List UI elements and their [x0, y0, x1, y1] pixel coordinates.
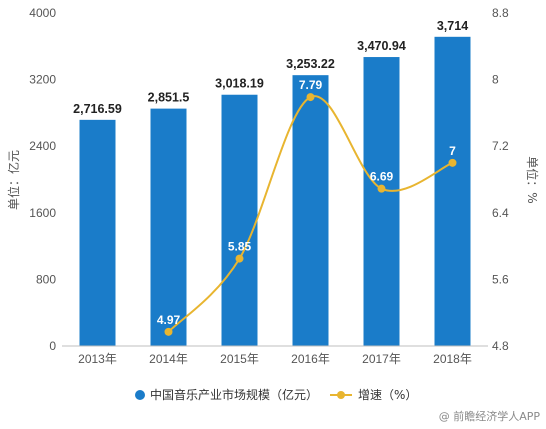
y-tick-label: 4000 [29, 6, 56, 20]
bar-value-label: 2,851.5 [148, 91, 190, 105]
line-point [164, 327, 173, 336]
y-tick-label: 800 [36, 272, 56, 286]
y2-tick-label: 4.8 [492, 339, 509, 353]
bar [221, 94, 258, 346]
line-point [235, 254, 244, 263]
line-point [306, 93, 315, 102]
bar-value-label: 2,716.59 [73, 102, 122, 116]
bar-value-label: 3,470.94 [357, 39, 406, 53]
watermark-text: @ 前瞻经济学人APP [439, 409, 541, 423]
bar [363, 57, 400, 346]
legend-bar-label: 中国音乐产业市场规模（亿元） [150, 387, 318, 402]
y-tick-label: 2400 [29, 139, 56, 153]
bar [292, 75, 329, 346]
bar-value-label: 3,714 [437, 19, 468, 33]
bar-series [79, 36, 471, 347]
y2-tick-label: 8 [492, 73, 499, 87]
legend-bar-marker [135, 390, 145, 400]
x-axis: 2013年 2014年 2015年 2016年 2017年 2018年 [62, 345, 488, 366]
y-axis-left-title: 单位：亿元 [6, 150, 21, 210]
bar [150, 108, 187, 346]
y2-tick-label: 5.6 [492, 272, 509, 286]
y-axis-right-title: 单位：% [525, 156, 540, 203]
x-tick-label: 2013年 [78, 352, 117, 366]
line-point-label: 7.79 [299, 78, 323, 92]
bar-value-label: 3,253.22 [286, 57, 335, 71]
bar [434, 36, 471, 346]
legend-line-marker-dot [337, 391, 345, 399]
legend: 中国音乐产业市场规模（亿元） 增速（%） [135, 387, 417, 402]
line-point-label: 4.97 [157, 313, 181, 327]
y2-tick-label: 8.8 [492, 6, 509, 20]
bar-value-label: 3,018.19 [215, 77, 264, 91]
x-tick-label: 2018年 [433, 352, 472, 366]
y-axis-right: 4.8 5.6 6.4 7.2 8 8.8 [492, 6, 509, 353]
legend-line-label: 增速（%） [358, 388, 417, 402]
y-axis-left: 0 800 1600 2400 3200 4000 [29, 6, 56, 353]
line-point-label: 5.85 [228, 240, 252, 254]
x-tick-label: 2016年 [291, 352, 330, 366]
y-tick-label: 3200 [29, 73, 56, 87]
x-tick-label: 2014年 [149, 352, 188, 366]
line-point [377, 184, 386, 193]
y-tick-label: 1600 [29, 206, 56, 220]
line-point [448, 158, 457, 167]
line-point-label: 6.69 [370, 170, 394, 184]
line-point-label: 7 [449, 144, 456, 158]
x-tick-label: 2017年 [362, 352, 401, 366]
x-tick-label: 2015年 [220, 352, 259, 366]
line-series: 4.97 5.85 7.79 6.69 7 [157, 78, 457, 336]
y2-tick-label: 6.4 [492, 206, 509, 220]
bar-value-labels: 2,716.59 2,851.5 3,018.19 3,253.22 3,470.94 3… [73, 19, 468, 116]
bar [79, 119, 116, 347]
y2-tick-label: 7.2 [492, 139, 509, 153]
y-tick-label: 0 [49, 339, 56, 353]
